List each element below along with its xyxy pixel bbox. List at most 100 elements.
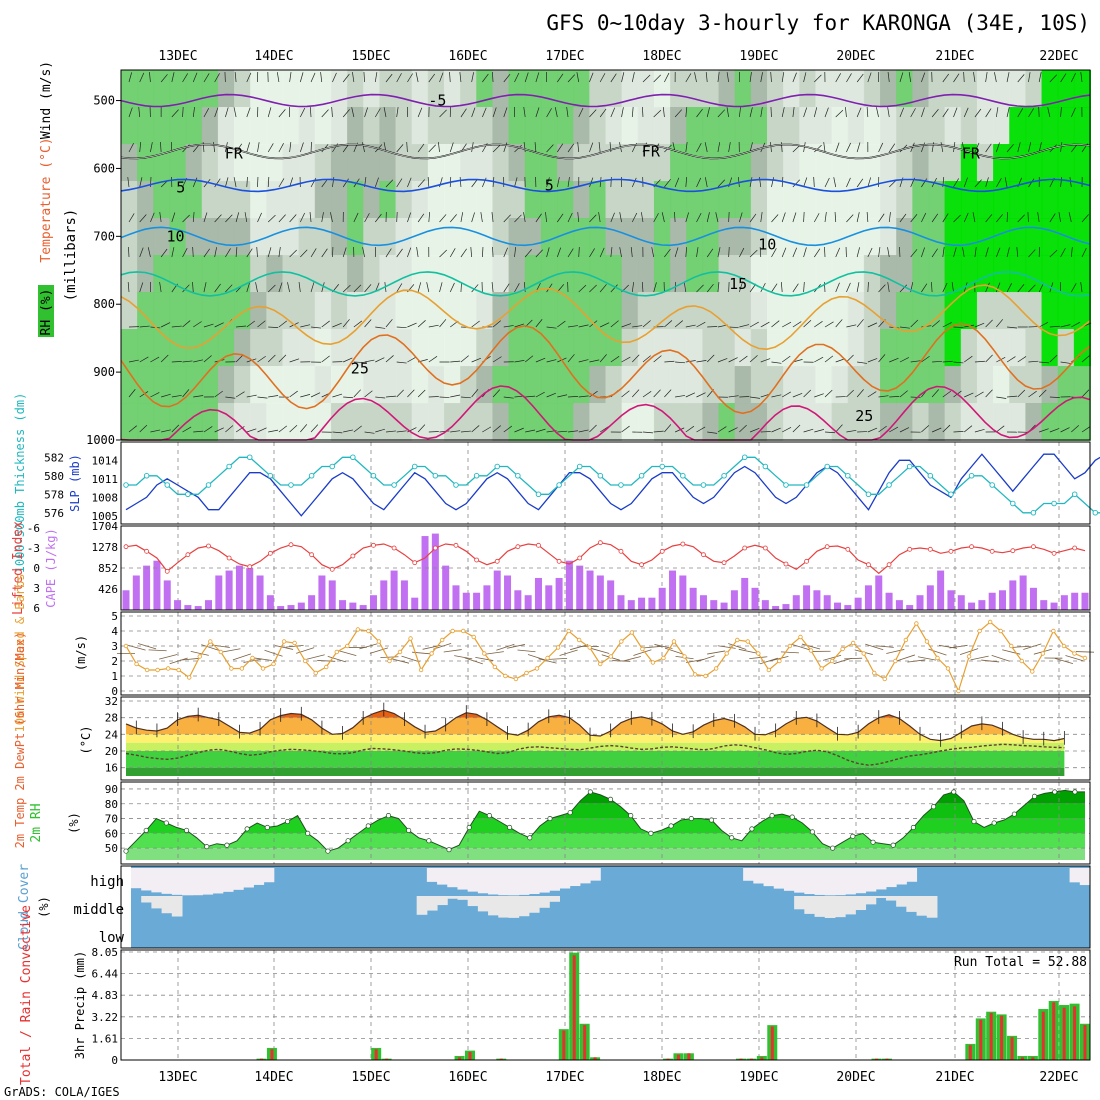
rh-cell: [153, 255, 171, 293]
rh-cell: [686, 366, 704, 404]
cape-bar: [607, 580, 615, 610]
wind-barb: [246, 72, 252, 83]
wind-barb: [835, 73, 841, 83]
rh-cell: [476, 366, 494, 404]
thickness-line-point: [226, 463, 232, 470]
wind-barb: [310, 248, 317, 258]
wind-barb: [887, 72, 890, 83]
precip-tick-label: 4.83: [92, 989, 119, 1002]
slp-axis-label: SLP (mb): [68, 454, 82, 512]
cloud-high-cell: [569, 868, 581, 887]
cloud-mid-cell: [426, 896, 438, 911]
rh-cell: [411, 70, 429, 108]
isotherm-line: [120, 178, 1091, 193]
wind-barb: [417, 282, 422, 293]
rh-cell: [524, 255, 542, 293]
lifted-index-point: [866, 562, 871, 568]
rh-cell: [1041, 218, 1059, 256]
wind-speed-point: [608, 654, 613, 659]
precip-convective-bar: [1052, 1002, 1056, 1060]
wind-barb: [878, 395, 889, 398]
rh-cell: [863, 70, 882, 108]
wind-barb: [824, 177, 830, 188]
wind-barb: [396, 178, 403, 188]
cloud-high-cell: [845, 868, 856, 895]
wind-barb-10m: [780, 651, 799, 654]
wind-barb: [417, 107, 423, 118]
wind-speed-point: [829, 658, 835, 664]
precip-unit-label: 3hr Precip (mm): [73, 951, 87, 1059]
wind-barb: [953, 178, 959, 188]
wind-speed-point: [408, 636, 413, 641]
wind-barb: [353, 284, 362, 293]
slp-tick-label: 1008: [92, 491, 119, 504]
wind-barb-10m: [517, 649, 536, 653]
wind-barb: [567, 325, 578, 328]
rh-cell: [185, 107, 203, 145]
wind-barb: [653, 143, 660, 153]
cape-bar: [906, 605, 914, 610]
rh-cell: [686, 292, 704, 330]
wind-frame: [120, 611, 1091, 696]
wind-barb: [439, 319, 447, 328]
cape-bar: [1060, 595, 1068, 610]
rh-cell: [912, 144, 930, 182]
rh-cell: [1073, 366, 1091, 404]
cloud-high-cell: [447, 868, 458, 888]
cloud-mid-cell: [539, 896, 550, 908]
wind-barb: [739, 396, 750, 398]
rh-point: [345, 838, 351, 844]
wind-barb-10m: [264, 649, 283, 657]
wind-barb: [309, 212, 312, 223]
wind-speed-point: [534, 666, 540, 671]
rh-frame: [120, 781, 1091, 865]
rh-point: [426, 838, 432, 844]
cloud-mid-cell: [906, 896, 918, 912]
date-tick-label: 19DEC: [739, 1070, 778, 1085]
wind-speed-point: [756, 651, 761, 656]
rh-cell: [605, 255, 623, 293]
wind-barb: [589, 177, 594, 188]
rh-cell: [266, 218, 284, 256]
wind-barb: [996, 142, 1000, 153]
wind-barb: [974, 428, 985, 433]
wind-barb: [385, 319, 393, 328]
rh-cell: [266, 329, 284, 367]
rh-cell: [1041, 403, 1059, 441]
wind-barb: [578, 395, 589, 398]
wind-speed-point: [471, 634, 476, 640]
wind-barb: [610, 284, 618, 293]
rh-cell: [976, 144, 995, 182]
wind-barb-10m: [506, 644, 526, 649]
wind-barb: [985, 389, 993, 398]
wind-barb-10m: [1002, 649, 1021, 655]
rh-cell: [153, 70, 171, 108]
rh-cell: [702, 107, 720, 145]
wind-barb-10m: [622, 656, 641, 662]
rh-cell: [928, 107, 946, 145]
rh-cell: [912, 218, 930, 256]
rh-cell: [1041, 292, 1059, 330]
cape-bar: [669, 570, 677, 610]
wind-barb: [1038, 72, 1042, 83]
rh-cell: [121, 403, 139, 441]
wind-barb: [171, 361, 182, 363]
precip-tick-label: 3.22: [92, 1011, 119, 1024]
precip-convective-bar: [1062, 1007, 1066, 1060]
cape-bar: [699, 595, 707, 610]
wind-barb: [942, 213, 949, 223]
thickness-line-point: [721, 473, 727, 479]
rh-cell: [1025, 329, 1043, 367]
rh-cell: [573, 329, 591, 367]
thickness-line-point: [638, 473, 645, 479]
wind-barb: [846, 282, 851, 293]
cloud-high-cell: [151, 868, 163, 893]
wind-barb: [150, 356, 160, 363]
wind-barb: [1081, 389, 1090, 398]
wind-barb: [739, 107, 741, 118]
wind-barb: [557, 143, 564, 153]
rh-cell: [831, 144, 849, 182]
wind-barb: [278, 282, 283, 293]
wind-barb: [760, 212, 763, 223]
precip-convective-bar: [666, 1058, 670, 1060]
